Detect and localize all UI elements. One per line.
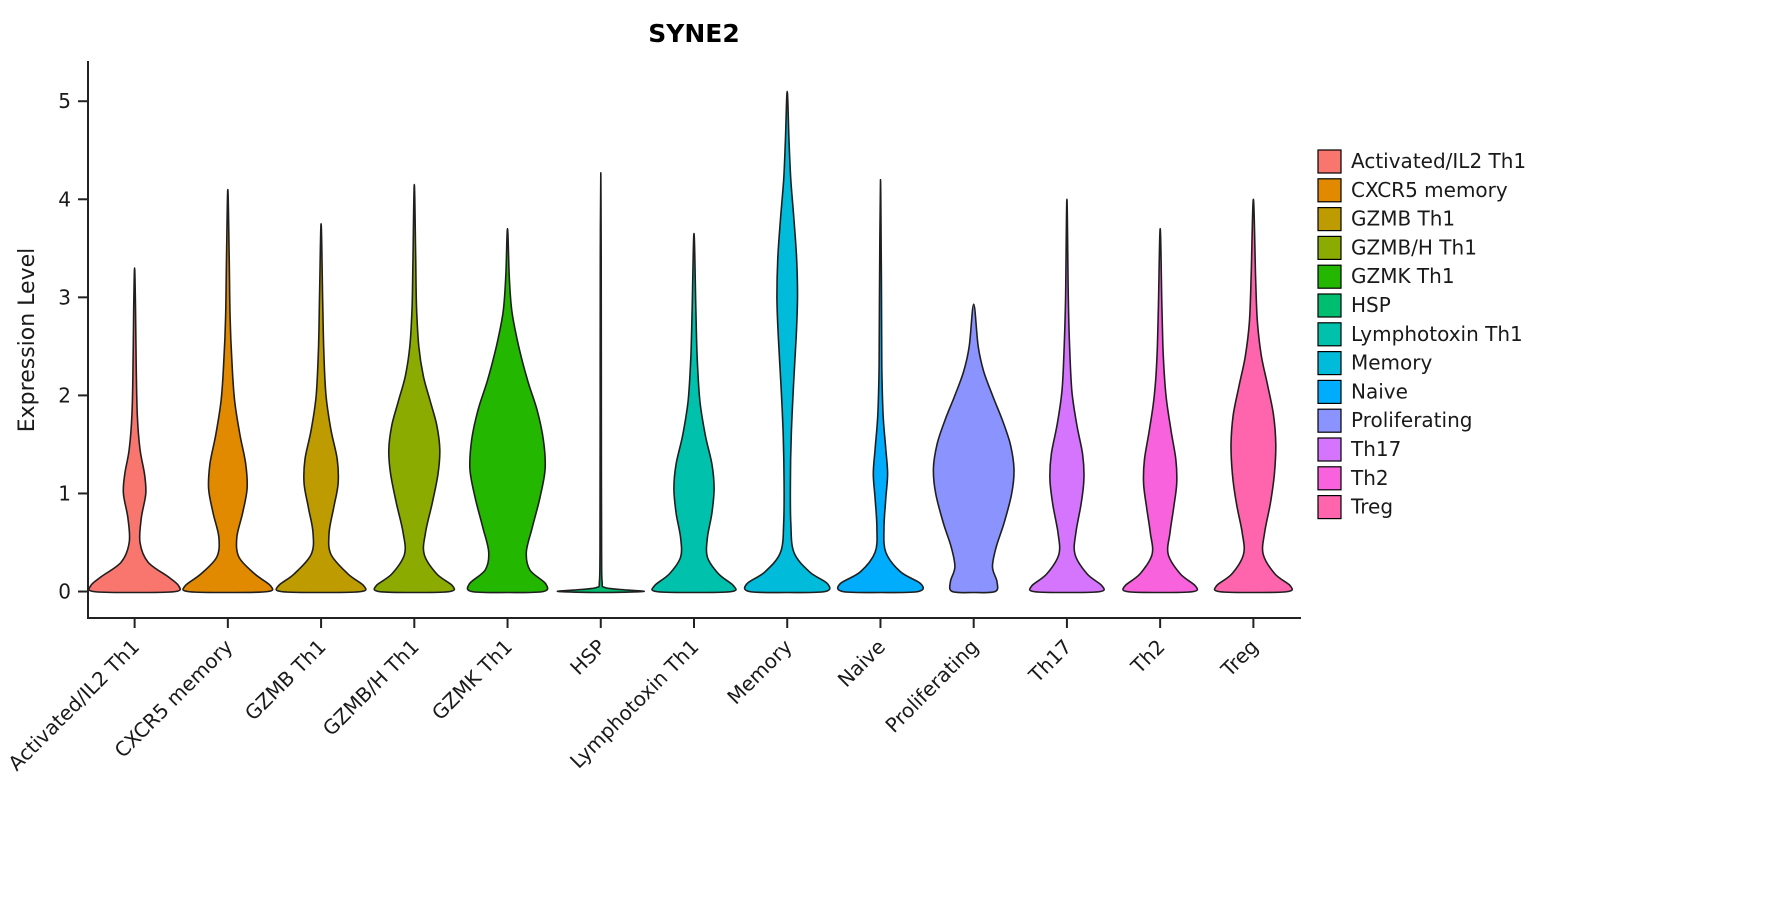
legend-swatch-gzmk-th1 (1317, 264, 1342, 289)
legend-item-gzmk-th1: GZMK Th1 (1317, 264, 1455, 289)
legend-label-treg: Treg (1350, 495, 1393, 519)
legend-swatch-naive (1317, 379, 1342, 404)
violin-naive (836, 178, 925, 594)
axes: 0 1 2 3 4 5 (58, 61, 1301, 628)
legend-item-naive: Naive (1317, 379, 1408, 404)
legend-swatch-gzmb-h-th1 (1317, 235, 1342, 260)
legend-swatch-proliferating (1317, 408, 1342, 433)
violin-gzmk-th1 (466, 227, 549, 594)
legend-label-proliferating: Proliferating (1351, 408, 1472, 432)
x-axis-label-th17: Th17 (1023, 635, 1076, 688)
legend-item-treg: Treg (1317, 495, 1393, 520)
x-axis-label-gzmb-th1: GZMB Th1 (240, 635, 331, 726)
x-axis-label-gzmb-h-th1: GZMB/H Th1 (318, 635, 424, 741)
violin-treg (1213, 198, 1294, 594)
plot-title: SYNE2 (648, 19, 740, 48)
legend-swatch-activated-il2-th1 (1317, 149, 1342, 174)
legend-item-activated-il2-th1: Activated/IL2 Th1 (1317, 149, 1526, 174)
violin-activated-il2-th1 (88, 267, 182, 594)
legend-swatch-treg (1317, 495, 1342, 520)
violin-th17 (1028, 198, 1105, 594)
x-axis-label-gzmk-th1: GZMK Th1 (427, 635, 517, 725)
legend-item-gzmb-th1: GZMB Th1 (1317, 207, 1455, 232)
legend-label-gzmk-th1: GZMK Th1 (1351, 264, 1455, 288)
legend-label-cxcr5-memory: CXCR5 memory (1351, 178, 1508, 202)
legend: Activated/IL2 Th1 CXCR5 memory GZMB Th1 GZM… (1317, 149, 1526, 520)
violin-gzmb-h-th1 (373, 183, 456, 594)
legend-label-activated-il2-th1: Activated/IL2 Th1 (1351, 149, 1526, 173)
legend-item-hsp: HSP (1317, 293, 1391, 318)
legend-swatch-cxcr5-memory (1317, 178, 1342, 203)
legend-label-th17: Th17 (1350, 437, 1401, 461)
legend-swatch-hsp (1317, 293, 1342, 318)
violin-th2 (1122, 227, 1199, 594)
legend-item-gzmb-h-th1: GZMB/H Th1 (1317, 235, 1477, 260)
violins-group (88, 90, 1294, 594)
legend-label-gzmb-th1: GZMB Th1 (1351, 207, 1455, 231)
legend-swatch-memory (1317, 351, 1342, 376)
y-axis-title: Expression Level (15, 248, 40, 433)
legend-item-memory: Memory (1317, 351, 1433, 376)
x-axis-label-naive: Naive (833, 635, 890, 692)
legend-item-th17: Th17 (1317, 437, 1401, 462)
legend-item-lymphotoxin-th1: Lymphotoxin Th1 (1317, 322, 1523, 347)
violin-proliferating (932, 303, 1015, 594)
legend-label-hsp: HSP (1351, 293, 1391, 317)
violin-lymphotoxin-th1 (651, 232, 737, 594)
x-axis-label-treg: Treg (1215, 635, 1262, 682)
y-tick-label: 2 (58, 383, 71, 407)
legend-swatch-lymphotoxin-th1 (1317, 322, 1342, 347)
violin-hsp (556, 172, 645, 594)
legend-label-memory: Memory (1351, 351, 1433, 375)
legend-swatch-gzmb-th1 (1317, 207, 1342, 232)
x-axis-label-th2: Th2 (1125, 635, 1169, 679)
violin-memory (743, 90, 831, 594)
violin-gzmb-th1 (275, 223, 367, 594)
legend-label-th2: Th2 (1350, 466, 1389, 490)
y-tick-label: 1 (58, 481, 71, 505)
legend-item-th2: Th2 (1317, 466, 1389, 491)
y-tick-label: 5 (58, 89, 71, 113)
violin-cxcr5-memory (182, 188, 274, 594)
legend-label-gzmb-h-th1: GZMB/H Th1 (1351, 235, 1477, 259)
y-tick-label: 3 (58, 285, 71, 309)
legend-item-cxcr5-memory: CXCR5 memory (1317, 178, 1508, 203)
x-axis-label-memory: Memory (722, 634, 797, 709)
x-axis-label-hsp: HSP (565, 635, 610, 680)
y-tick-label: 4 (58, 187, 71, 211)
y-tick-label: 0 (58, 580, 71, 604)
legend-label-naive: Naive (1351, 379, 1408, 403)
x-axis-label-proliferating: Proliferating (880, 635, 983, 738)
legend-label-lymphotoxin-th1: Lymphotoxin Th1 (1351, 322, 1523, 346)
legend-swatch-th2 (1317, 466, 1342, 491)
legend-item-proliferating: Proliferating (1317, 408, 1472, 433)
legend-swatch-th17 (1317, 437, 1342, 462)
